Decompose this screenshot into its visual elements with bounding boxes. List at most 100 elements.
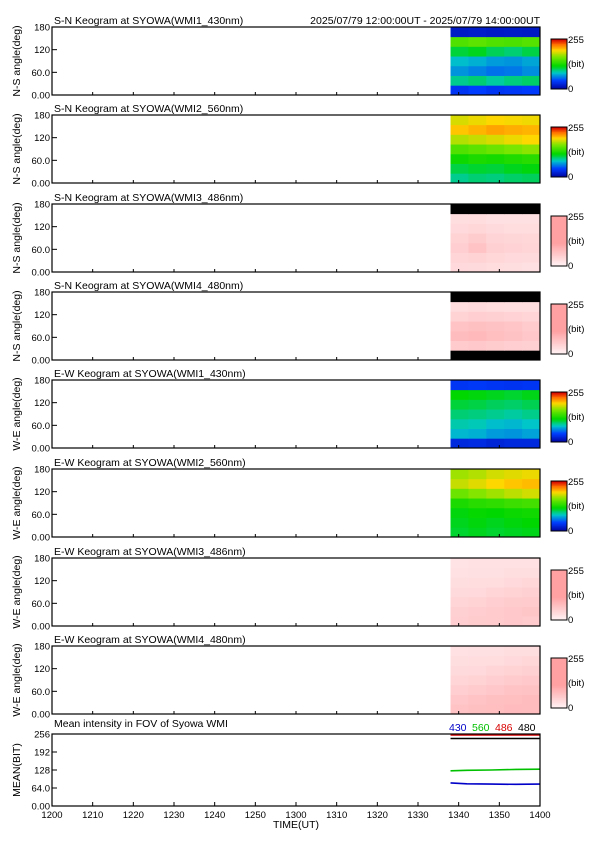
heatmap-cell [468,527,487,538]
heatmap-cell [504,252,523,263]
y-tick-label: 60.0 [32,245,51,256]
heatmap-cell [504,665,523,676]
heatmap-cell [450,301,469,312]
colorbar-step [551,55,567,57]
colorbar-step [551,404,567,407]
panel-title: E-W Keogram at SYOWA(WMI1_430nm) [54,368,246,380]
heatmap-cell [486,596,505,607]
colorbar-min-label: 0 [568,615,573,626]
y-tick-label: 60.0 [32,68,51,79]
colorbar-step [551,528,567,531]
heatmap-cell [504,115,523,126]
heatmap-cell [522,646,541,657]
heatmap-cell [450,134,469,145]
colorbar-step [551,669,567,671]
y-tick-label: 0.00 [32,91,51,102]
colorbar-step [551,221,567,223]
colorbar-frame [550,303,568,355]
y-tick-label: 120 [34,45,50,56]
colorbar-step [551,229,567,232]
heatmap-cell [504,567,523,578]
x-axis-label: TIME(UT) [273,819,319,831]
heatmap-cell [486,56,505,67]
colorbar-max-label: 255 [568,654,584,665]
heatmap-cell [522,134,541,145]
heatmap-cell [522,596,541,607]
heatmap-cell [450,65,469,76]
heatmap-cell [522,46,541,57]
y-tick-label: 120 [34,222,50,233]
colorbar-step [551,615,567,617]
colorbar-step [551,252,567,254]
heatmap-cell [468,134,487,145]
colorbar-step [551,673,567,675]
colorbar-frame [550,126,568,178]
colorbar-step [551,597,567,600]
panel-8: E-W Keogram at SYOWA(WMI4_480nm) 180 120 60… [11,634,584,721]
y-tick-label: 60.0 [32,599,51,610]
series-line [450,768,541,772]
heatmap-cell [522,204,541,215]
legend-entry-560: 560 [472,722,490,734]
y-tick-label: 180 [34,23,50,34]
colorbar-step [551,578,567,581]
colorbar-step [551,145,567,148]
colorbar-step [551,699,567,701]
heatmap-cell [504,301,523,312]
heatmap-cell [486,134,505,145]
heatmap-cell [468,311,487,322]
colorbar-step [551,82,567,85]
heatmap-cell [468,301,487,312]
heatmap-cell [522,409,541,420]
colorbar-step [551,247,567,249]
colorbar-step [551,581,567,583]
colorbar-step [551,60,567,62]
colorbar-min-label: 0 [568,437,573,448]
heatmap-cell [504,488,523,499]
colorbar-step [551,588,567,591]
heatmap-cell [468,616,487,627]
heatmap-cell [504,558,523,569]
colorbar-step [551,585,567,587]
heatmap-cell [450,478,469,489]
heatmap-cell [468,428,487,439]
heatmap-cell [522,498,541,509]
colorbar-step [551,690,567,693]
heatmap-cell [450,428,469,439]
heatmap-cell [450,311,469,322]
heatmap-cell [504,418,523,429]
colorbar-step [551,71,567,74]
heatmap-cell [450,340,469,351]
colorbar-frame [550,569,568,621]
colorbar-step [551,325,567,327]
colorbar-step [551,84,567,86]
heatmap-cell [504,527,523,538]
colorbar-step [551,521,567,523]
heatmap-cell [450,704,469,715]
heatmap-cell [486,321,505,332]
heatmap-cell [522,75,541,86]
heatmap-cell [450,252,469,263]
colorbar-step [551,598,567,601]
colorbar-step [551,157,567,159]
heatmap-cell [486,704,505,715]
colorbar-unit-label: (bit) [568,678,584,689]
heatmap-cell [468,675,487,686]
heatmap-cell [504,655,523,666]
heatmap-cell [504,517,523,528]
colorbar-step [551,435,567,438]
panel-1: S-N Keogram at SYOWA(WMI1_430nm) 2025/07/… [11,15,584,102]
colorbar-step [551,395,567,398]
colorbar-step [551,334,567,336]
heatmap-cell [504,438,523,449]
colorbar-step [551,514,567,517]
heatmap-cell [450,56,469,67]
heatmap-cell [486,115,505,126]
colorbar-step [551,596,567,598]
colorbar-step [551,56,567,59]
colorbar-step [551,608,567,611]
heatmap-cell [450,380,469,391]
legend-entry-430: 430 [449,722,467,734]
heatmap-cell [504,65,523,76]
heatmap-cell [486,665,505,676]
